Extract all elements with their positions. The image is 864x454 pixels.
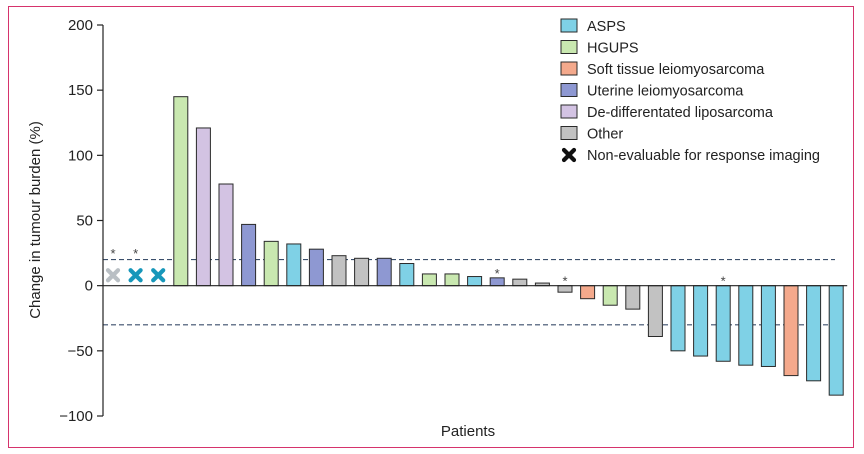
legend-label: Non-evaluable for response imaging — [587, 148, 820, 164]
legend-swatch — [560, 40, 578, 54]
legend-label: Soft tissue leiomyosarcoma — [587, 62, 765, 78]
bar — [195, 127, 211, 287]
legend-label: ASPS — [587, 19, 626, 35]
cross-icon — [561, 147, 577, 163]
bar — [647, 285, 663, 337]
star-annotations: * * * * * — [110, 246, 725, 288]
bar — [715, 285, 731, 362]
bar — [218, 183, 234, 287]
bar — [421, 273, 437, 287]
bars-group — [173, 96, 844, 396]
bar — [467, 276, 483, 287]
non-evaluable-icon — [105, 268, 121, 283]
legend-swatch — [560, 83, 578, 97]
bar — [738, 285, 754, 366]
legend-swatch — [560, 61, 578, 76]
x-axis-title: Patients — [441, 423, 495, 440]
bar — [263, 240, 279, 287]
bar — [286, 243, 302, 287]
non-evaluable-icon — [151, 268, 166, 283]
bar — [783, 285, 799, 377]
legend-swatch — [560, 18, 578, 33]
bar — [828, 285, 844, 396]
legend-label: Other — [587, 127, 623, 143]
bar — [444, 273, 460, 287]
legend: ASPS HGUPS Soft tissue leiomyosarcoma Uteri… — [560, 18, 820, 164]
bar — [806, 285, 822, 382]
bar — [399, 263, 415, 287]
legend-label: HGUPS — [587, 41, 639, 57]
legend-label: De-differentated liposarcoma — [587, 105, 774, 121]
non-evaluable-icon — [128, 268, 143, 283]
star-annotation: * — [495, 266, 500, 281]
y-tick-label: 150 — [68, 82, 93, 99]
cross-stroke — [105, 268, 121, 283]
bar — [241, 223, 257, 287]
y-tick-label: 50 — [76, 213, 93, 230]
y-tick-label: 0 — [85, 278, 93, 295]
y-tick-label: −100 — [59, 408, 93, 425]
bar — [331, 255, 347, 287]
bar — [173, 96, 189, 287]
cross-stroke — [561, 147, 577, 163]
star-annotation: * — [562, 274, 567, 289]
figure-frame — [8, 6, 854, 448]
y-tick-label: 200 — [68, 17, 93, 34]
bar — [670, 285, 686, 352]
y-axis-title: Change in tumour burden (%) — [27, 121, 44, 319]
legend-swatch — [560, 104, 578, 119]
star-annotation: * — [133, 246, 138, 261]
y-tick-label: −50 — [68, 343, 93, 360]
cross-stroke — [151, 268, 166, 283]
legend-swatch — [560, 126, 578, 140]
non-evaluable-markers — [105, 268, 166, 283]
cross-stroke — [128, 268, 143, 283]
bar — [693, 285, 709, 357]
star-annotation: * — [110, 246, 115, 261]
bar — [512, 278, 528, 287]
bar — [376, 257, 392, 287]
bar — [602, 285, 618, 306]
y-tick-label: 100 — [68, 147, 93, 164]
bar — [354, 257, 370, 287]
bar — [580, 285, 596, 300]
axes-group: 200 150 100 50 0 −50 −100 — [59, 17, 848, 425]
star-annotation: * — [721, 274, 726, 289]
bar — [625, 285, 641, 310]
bar — [308, 248, 324, 287]
legend-label: Uterine leiomyosarcoma — [587, 84, 744, 100]
bar — [760, 285, 776, 367]
